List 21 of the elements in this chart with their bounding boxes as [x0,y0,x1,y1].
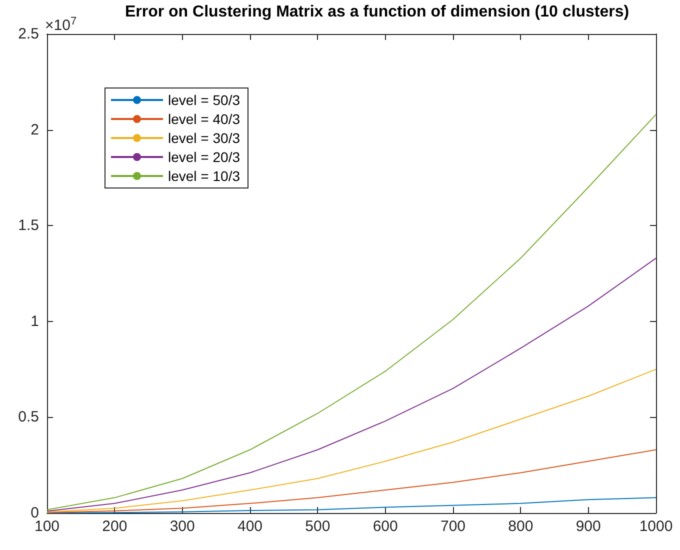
x-tick-label: 400 [237,518,263,535]
legend-label: level = 10/3 [168,168,240,184]
x-tick-label: 200 [102,518,128,535]
line-series [46,114,656,510]
legend-label: level = 40/3 [168,111,240,127]
y-tick-label: 1.5 [18,217,39,234]
x-tick-label: 500 [305,518,330,535]
x-tick-label: 700 [440,518,466,535]
y-tick-label: 2.5 [18,26,39,42]
legend-label: level = 30/3 [168,130,240,146]
legend-label: level = 20/3 [168,149,240,165]
x-tick-label: 800 [508,518,534,535]
y-tick-label: 0.5 [18,408,39,426]
x-tick-label: 1000 [639,518,673,535]
y-tick-label: 2 [30,121,39,138]
y-tick-label: 1 [30,312,39,330]
x-tick-label: 600 [372,518,398,535]
x-tick-label: 900 [576,518,601,535]
x-tick-label: 300 [170,518,195,535]
legend-label: level = 50/3 [168,92,240,108]
chart-title: Error on Clustering Matrix as a function of dimension (10 clusters) [124,4,630,20]
